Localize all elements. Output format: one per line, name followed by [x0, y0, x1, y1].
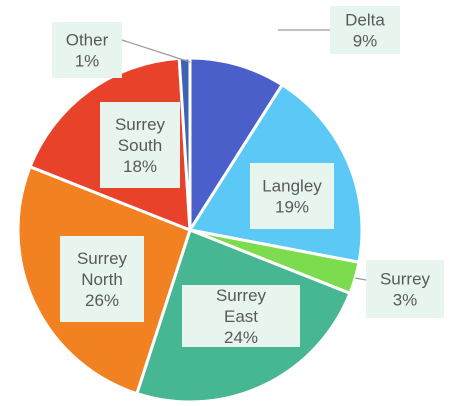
data-label-value: 3%: [393, 291, 418, 310]
data-label-category: Langley: [262, 177, 322, 196]
data-label-surrey-east: Surrey East 24%: [182, 285, 300, 347]
data-labels: Delta9%Langley19%Surrey3%SurreyEast24%Su…: [52, 6, 444, 347]
data-label-box: [52, 22, 122, 78]
data-label-box: [330, 6, 400, 54]
data-label-box: [60, 236, 144, 322]
data-label-category: Other: [66, 31, 109, 50]
data-label-value: 18%: [123, 157, 157, 176]
data-label-category: East: [224, 307, 258, 326]
data-label-value: 26%: [85, 291, 119, 310]
data-label-other: Other 1%: [52, 22, 122, 78]
data-label-category: North: [81, 270, 123, 289]
pie-slices: [16, 56, 364, 404]
data-label-box: [250, 163, 334, 229]
pie-slice-delta: [188, 56, 285, 236]
data-label-category: Surrey: [77, 249, 128, 268]
data-label-delta: Delta 9%: [330, 6, 400, 54]
data-label-surrey: Surrey 3%: [366, 260, 444, 318]
data-label-box: [366, 260, 444, 318]
data-label-category: Surrey: [115, 115, 166, 134]
data-label-box: [182, 285, 300, 347]
data-label-langley: Langley 19%: [250, 163, 334, 229]
data-label-value: 19%: [275, 198, 309, 217]
data-label-box: [100, 102, 180, 188]
leader-line-other: [121, 39, 191, 63]
data-label-category: Surrey: [216, 286, 267, 305]
data-label-category: Surrey: [380, 270, 431, 289]
leader-lines: [121, 29, 367, 281]
data-label-surrey-north: Surrey North 26%: [60, 236, 144, 322]
data-label-category: South: [118, 136, 162, 155]
data-label-value: 1%: [75, 52, 100, 71]
data-label-category: Delta: [345, 11, 385, 30]
data-label-surrey-south: Surrey South 18%: [100, 102, 180, 188]
leader-line-surrey: [354, 277, 367, 281]
data-label-value: 24%: [224, 328, 258, 347]
data-label-value: 9%: [353, 32, 378, 51]
